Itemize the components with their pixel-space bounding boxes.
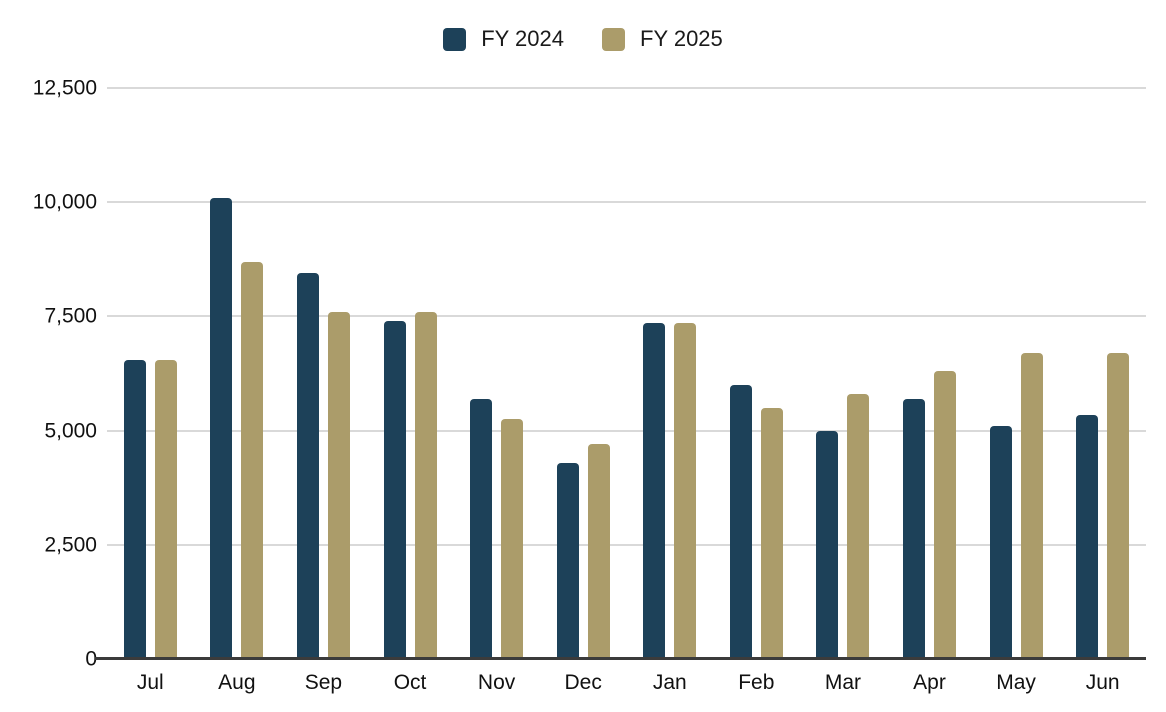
x-tick-label-feb: Feb [738,671,775,694]
bar-fy-2025-jan [674,323,697,659]
y-tick-label-2500: 2,500 [44,533,97,557]
bar-fy-2025-apr [933,371,956,659]
bar-fy-2025-oct [414,311,437,659]
bar-fy-2024-oct [383,320,406,659]
bar-group-oct [367,88,454,659]
bar-fy-2025-mar [847,394,870,659]
y-tick-label-10000: 10,000 [32,190,97,214]
bar-group-jun [1059,88,1146,659]
bar-group-may [973,88,1060,659]
legend-item-fy-2024: FY 2024 [443,26,564,51]
bar-fy-2024-jun [1076,414,1099,659]
chart-legend: FY 2024 FY 2025 [0,26,1166,52]
bar-group-sep [280,88,367,659]
legend-label: FY 2025 [640,26,723,51]
plot-area [95,87,1146,660]
gridline-2500 [107,543,1146,546]
bar-fy-2024-apr [902,398,925,659]
bar-group-aug [194,88,281,659]
bar-fy-2024-sep [296,273,319,659]
bar-fy-2025-nov [501,419,524,659]
legend-item-fy-2025: FY 2025 [602,26,723,51]
gridline-5000 [107,429,1146,432]
y-tick-label-5000: 5,000 [44,419,97,443]
bar-fy-2025-may [1020,352,1043,659]
x-tick-label-oct: Oct [393,671,427,694]
x-tick-label-jul: Jul [136,671,164,694]
gridline-7500 [107,315,1146,318]
legend-swatch-fy-2024 [443,27,467,51]
x-axis-line [95,657,1146,660]
bar-series-container [107,88,1146,659]
bar-fy-2024-feb [729,384,752,659]
bar-fy-2025-feb [760,407,783,659]
x-tick-label-jan: Jan [652,671,687,694]
x-tick-label-may: May [996,671,1036,694]
bar-group-jan [626,88,713,659]
x-tick-label-nov: Nov [477,671,516,694]
gridline-10000 [107,201,1146,204]
x-tick-label-jun: Jun [1085,671,1120,694]
bar-fy-2024-may [989,426,1012,659]
x-tick-label-apr: Apr [913,671,946,694]
bar-fy-2024-jan [643,323,666,659]
y-tick-label-7500: 7,500 [44,304,97,328]
bar-fy-2024-nov [470,398,493,659]
bar-fy-2025-jul [154,359,177,659]
bar-fy-2024-aug [210,197,233,659]
legend-swatch-fy-2025 [602,27,625,51]
bar-group-jul [107,88,194,659]
x-tick-label-mar: Mar [824,671,861,694]
bar-fy-2025-dec [587,444,610,659]
bar-fy-2025-aug [241,261,264,659]
y-tick-label-12500: 12,500 [32,76,97,100]
y-tick-label-0: 0 [85,647,97,671]
bar-fy-2025-sep [327,311,350,659]
bar-group-dec [540,88,627,659]
x-tick-label-dec: Dec [564,671,602,694]
bar-fy-2024-jul [123,359,146,659]
bar-fy-2024-dec [556,462,579,659]
bar-fy-2024-mar [816,430,839,659]
y-axis: 0 2,500 5,000 7,500 10,000 12,500 [0,78,97,670]
x-tick-label-aug: Aug [218,671,256,694]
x-axis: Jul Aug Sep Oct Nov Dec Jan Feb Mar Apr May Jun [107,670,1146,695]
bar-group-apr [886,88,973,659]
legend-label: FY 2024 [481,26,564,51]
bar-group-mar [800,88,887,659]
bar-fy-2025-jun [1107,352,1130,659]
bar-group-feb [713,88,800,659]
x-tick-label-sep: Sep [304,671,343,694]
gridline-12500 [107,87,1146,89]
bar-group-nov [453,88,540,659]
